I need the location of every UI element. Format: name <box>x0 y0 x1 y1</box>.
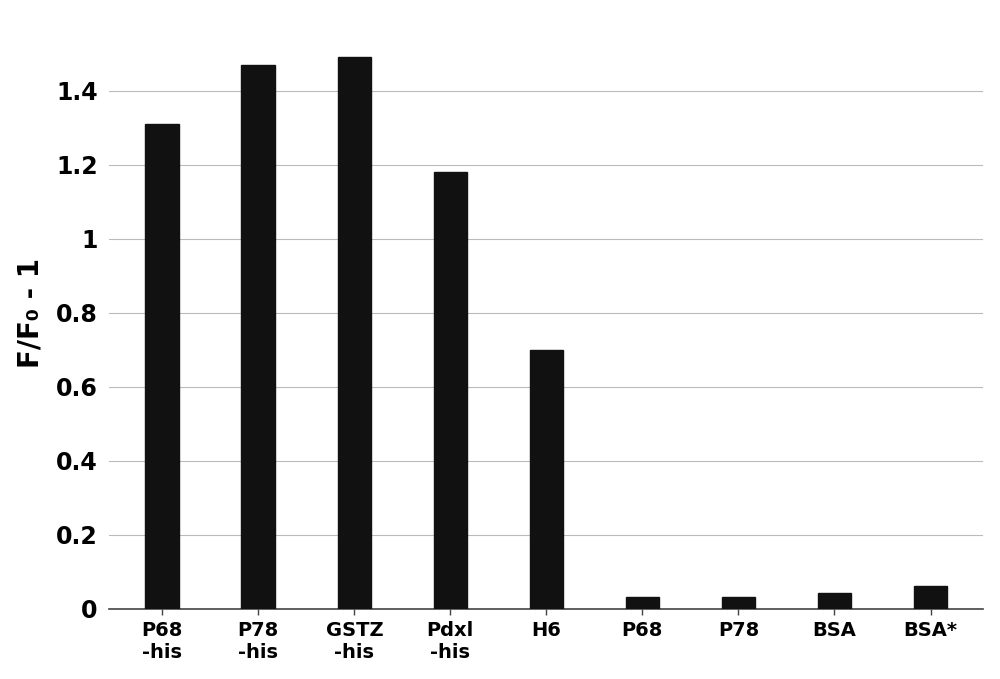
Y-axis label: F/F₀ - 1: F/F₀ - 1 <box>17 258 45 368</box>
Bar <box>626 597 659 609</box>
Bar <box>530 350 563 609</box>
Bar <box>818 593 851 609</box>
Bar <box>338 58 371 609</box>
Bar <box>241 65 275 609</box>
Bar <box>434 172 467 609</box>
Bar <box>145 124 179 609</box>
Bar <box>722 597 755 609</box>
Bar <box>914 585 947 609</box>
